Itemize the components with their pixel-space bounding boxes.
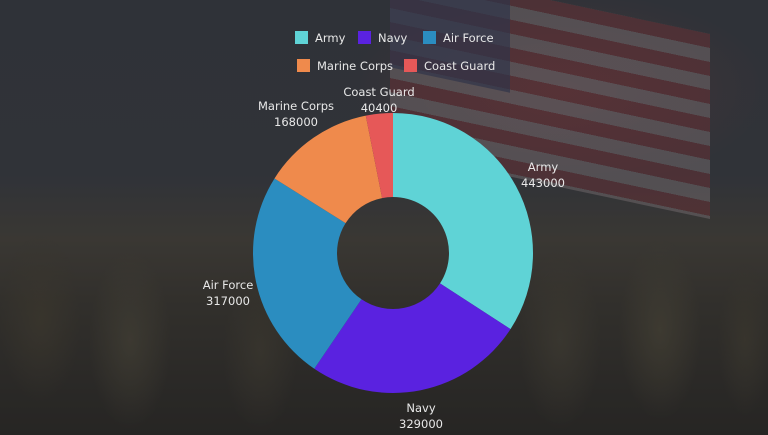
slice-navy[interactable] [314,283,511,394]
legend-label[interactable]: Air Force [443,31,494,45]
data-label-value: 40400 [361,101,398,115]
data-label-value: 443000 [521,176,565,190]
legend-label[interactable]: Army [315,31,346,45]
legend-swatch [295,31,308,44]
legend-swatch [358,31,371,44]
data-label-value: 168000 [274,115,318,129]
legend-swatch [404,59,417,72]
data-label-category: Army [528,160,559,174]
data-label-value: 329000 [399,417,443,431]
data-label-value: 317000 [206,294,250,308]
legend-swatch [423,31,436,44]
slice-marine-corps[interactable] [274,115,383,224]
data-label-category: Air Force [203,278,254,292]
data-label-category: Marine Corps [258,99,334,113]
legend-label[interactable]: Navy [378,31,407,45]
slice-coast-guard[interactable] [365,113,393,199]
legend-label[interactable]: Marine Corps [317,59,393,73]
legend-label[interactable]: Coast Guard [424,59,495,73]
data-label-category: Coast Guard [343,85,414,99]
slice-army[interactable] [393,113,533,330]
slice-air-force[interactable] [252,178,362,369]
legend-swatch [297,59,310,72]
data-label-category: Navy [406,401,435,415]
